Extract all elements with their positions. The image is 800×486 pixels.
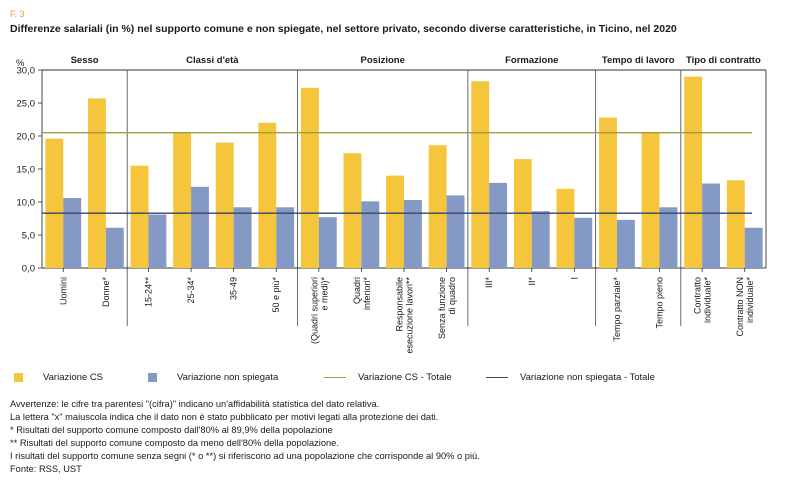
group-header-sesso: Sesso xyxy=(71,55,99,66)
group-header-formazione: Formazione xyxy=(505,55,558,66)
bar-variazione-cs xyxy=(428,145,447,268)
bar-variazione-non-spiegata xyxy=(574,217,593,268)
x-tick-label-responsabile-esecuzione-lavori: Responsabileesecuzione lavori** xyxy=(395,277,415,354)
figure-label: F. 3 xyxy=(10,9,25,19)
bar-variazione-cs xyxy=(641,132,660,268)
bar-variazione-cs xyxy=(471,81,490,268)
bar-variazione-cs xyxy=(386,175,404,268)
note-lettera-x: La lettera "x" maiuscola indica che il d… xyxy=(10,412,439,422)
y-tick-label: 15,0 xyxy=(17,165,36,176)
x-tick-label-35-49: 35-49 xyxy=(229,277,239,300)
bar-variazione-non-spiegata xyxy=(276,207,295,268)
x-tick-label-quadri-inferiori: Quadriinferiori* xyxy=(352,277,372,311)
y-tick-label: 10,0 xyxy=(17,198,36,209)
group-header-posizione: Posizione xyxy=(361,55,405,66)
bar-variazione-non-spiegata xyxy=(233,207,252,268)
y-tick-label: 0,0 xyxy=(22,264,35,275)
x-tick-label-tempo-parziale: Tempo parziale* xyxy=(612,277,622,342)
y-tick-label: 20,0 xyxy=(17,132,36,143)
bar-chart: % 0,0 5,0 10,0 15,0 20,0 25,0 30,0 Sesso Classi d… xyxy=(16,55,767,354)
group-header-classi-d-et: Classi d'età xyxy=(186,55,239,66)
bar-variazione-non-spiegata xyxy=(318,217,337,268)
bar-variazione-cs xyxy=(258,122,277,268)
legend-label-variazione-non-spiegata: Variazione non spiegata xyxy=(177,372,279,383)
bar-variazione-non-spiegata xyxy=(531,211,550,268)
bar-variazione-cs xyxy=(173,132,192,268)
legend-item-cs-totale: Variazione CS - Totale xyxy=(324,372,452,383)
bar-variazione-non-spiegata xyxy=(361,201,380,268)
bar-variazione-non-spiegata xyxy=(489,182,508,268)
note-one-star: * Risultati del supporto comune composto… xyxy=(10,425,333,435)
bar-variazione-non-spiegata xyxy=(63,198,82,268)
legend-label-cs-totale: Variazione CS - Totale xyxy=(358,372,452,383)
chart-legend: Variazione CS Variazione non spiegata Va… xyxy=(0,372,800,386)
y-axis-unit-label: % xyxy=(16,58,25,69)
chart-notes: Avvertenze: le cifre tra parentesi "(cif… xyxy=(10,398,480,476)
legend-line-non-spiegata-totale xyxy=(486,377,508,378)
x-tick-label-uomini: Uomini xyxy=(58,277,68,305)
x-tick-label-ii: II* xyxy=(527,277,537,286)
x-tick-label-donne: Donne* xyxy=(101,277,111,308)
note-no-signs: I risultati del supporto comune senza se… xyxy=(10,451,480,461)
x-tick-label-contratto-individuale: Contrattoindividuale* xyxy=(693,277,713,324)
group-header-tipo-di-contratto: Tipo di contratto xyxy=(686,55,761,66)
x-tick-label-i: I xyxy=(569,277,579,280)
x-tick-label-15-24: 15-24** xyxy=(143,277,153,308)
legend-item-variazione-cs: Variazione CS xyxy=(14,372,103,383)
chart-title: Differenze salariali (in %) nel supporto… xyxy=(10,23,677,35)
bar-variazione-non-spiegata xyxy=(105,227,124,268)
bar-variazione-non-spiegata xyxy=(148,214,167,268)
bar-variazione-non-spiegata xyxy=(659,207,678,268)
x-tick-label-contratto-non-individuale: Contratto NONindividuale* xyxy=(735,277,755,337)
bar-variazione-non-spiegata xyxy=(191,186,209,268)
bar-variazione-cs xyxy=(215,142,234,268)
bar-variazione-cs xyxy=(684,76,703,268)
x-tick-label-quadri-superiori-e-medi: (Quadri superiorie medi)* xyxy=(309,277,329,345)
bar-variazione-non-spiegata xyxy=(702,183,721,268)
bar-variazione-cs xyxy=(300,87,319,268)
bar-variazione-non-spiegata xyxy=(744,227,763,268)
bar-variazione-non-spiegata xyxy=(446,195,465,268)
legend-label-non-spiegata-totale: Variazione non spiegata - Totale xyxy=(520,372,655,383)
note-two-stars: ** Risultati del supporto comune compost… xyxy=(10,438,339,448)
bar-variazione-cs xyxy=(726,180,745,268)
legend-item-non-spiegata-totale: Variazione non spiegata - Totale xyxy=(486,372,655,383)
x-tick-label-senza-funzione-di-quadro: Senza funzionedi quadro xyxy=(437,277,457,339)
bar-variazione-non-spiegata xyxy=(404,200,422,268)
legend-swatch-variazione-cs xyxy=(14,373,23,382)
x-tick-label-iii: III* xyxy=(484,277,494,289)
note-source: Fonte: RSS, UST xyxy=(10,464,82,474)
bar-variazione-cs xyxy=(599,117,617,269)
group-header-tempo-di-lavoro: Tempo di lavoro xyxy=(602,55,675,66)
y-tick-label: 25,0 xyxy=(17,99,36,110)
x-tick-label-25-34: 25-34* xyxy=(186,277,196,304)
bar-variazione-cs xyxy=(556,188,575,268)
bar-variazione-non-spiegata xyxy=(616,219,635,268)
bar-variazione-cs xyxy=(130,165,149,268)
y-tick-label: 30,0 xyxy=(17,66,36,77)
bar-variazione-cs xyxy=(87,98,106,268)
x-tick-label-tempo-pieno: Tempo pieno xyxy=(655,277,665,329)
note-avvertenze: Avvertenze: le cifre tra parentesi "(cif… xyxy=(10,399,380,409)
legend-line-cs-totale xyxy=(324,377,346,378)
y-tick-label: 5,0 xyxy=(22,231,35,242)
legend-item-variazione-non-spiegata: Variazione non spiegata xyxy=(148,372,278,383)
legend-swatch-variazione-non-spiegata xyxy=(148,373,157,382)
x-tick-label-50-e-pi: 50 e più* xyxy=(271,277,281,313)
legend-label-variazione-cs: Variazione CS xyxy=(43,372,104,383)
bar-variazione-cs xyxy=(343,153,362,268)
bar-variazione-cs xyxy=(45,138,64,268)
